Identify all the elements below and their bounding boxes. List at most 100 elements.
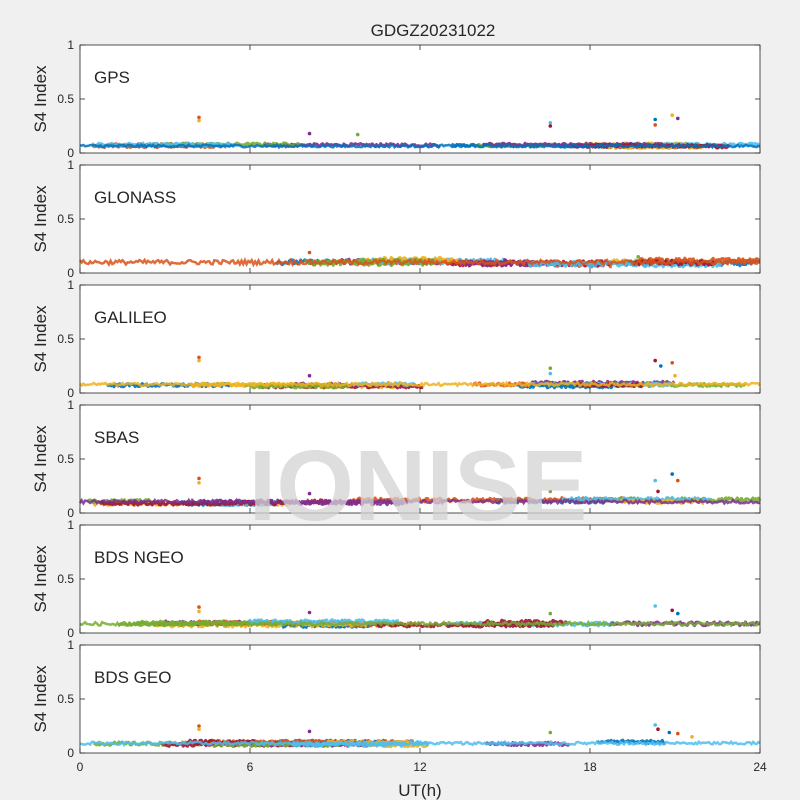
y-tick-label: 0 [67,626,74,640]
spike-point [197,476,201,481]
spike-point [653,117,657,122]
spike-point [548,730,553,735]
spike-point [676,731,680,736]
panel-label: GLONASS [94,188,176,207]
series-band [79,739,761,748]
y-tick-label: 0 [67,746,74,760]
panel-galileo: 0 0.5 1 GALILEO S4 Index [31,278,762,400]
y-tick-label: 1 [67,278,74,292]
y-tick-label: 1 [67,638,74,652]
x-tick-label: 0 [77,760,84,774]
spike-point [656,727,660,731]
axes-background [80,45,760,153]
x-tick-label: 18 [583,760,597,774]
series-band [78,257,761,268]
spike-point [307,131,312,136]
y-axis-label: S4 Index [31,425,50,493]
spike-point [670,472,674,476]
y-tick-label: 0.5 [57,332,74,346]
spike-point [548,611,553,616]
panel-label: GPS [94,68,130,87]
spike-point [653,723,657,727]
spike-point [548,121,553,125]
y-axis-label: S4 Index [31,185,50,253]
y-tick-label: 1 [67,518,74,532]
axes-background [80,405,760,513]
y-tick-label: 0 [67,506,74,520]
y-tick-label: 0.5 [57,92,74,106]
x-tick-label: 24 [753,760,767,774]
y-axis-label: S4 Index [31,65,50,133]
spike-point [197,609,201,614]
spike-point [653,604,657,608]
spike-point [307,491,312,496]
y-axis-label: S4 Index [31,665,50,733]
x-tick-label: 6 [247,760,254,774]
y-tick-label: 0 [67,266,74,280]
y-tick-label: 0.5 [57,212,74,226]
panel-label: GALILEO [94,308,167,327]
y-tick-label: 1 [67,158,74,172]
spike-point [307,610,312,615]
spike-point [197,355,201,360]
panel-label: BDS NGEO [94,548,184,567]
watermark: IONISE [249,430,588,542]
spike-point [636,254,640,259]
spike-point [676,116,680,121]
series-band [79,142,761,150]
series-band [79,619,760,629]
axes-background [80,285,760,393]
spike-point [676,478,680,483]
panel-gps: 0 0.5 1 GPS S4 Index [31,38,761,160]
spike-point [653,478,657,483]
y-tick-label: 0.5 [57,572,74,586]
spike-point [197,727,201,731]
spike-point [197,724,201,728]
x-axis-label: UT(h) [398,781,441,800]
spike-point [659,364,663,368]
spike-point [307,250,312,255]
spike-point [656,489,660,494]
y-tick-label: 0.5 [57,692,74,706]
y-axis-label: S4 Index [31,545,50,613]
spike-point [355,132,360,137]
spike-point [670,361,674,365]
spike-point [307,373,312,378]
spike-point [676,611,680,616]
y-tick-label: 1 [67,398,74,412]
x-tick-label: 12 [413,760,427,774]
y-axis-label: S4 Index [31,305,50,373]
spike-point [548,489,553,494]
panel-bds-ngeo: 0 0.5 1 BDS NGEO S4 Index [31,518,761,640]
spike-point [673,373,677,378]
panels: 0 0.5 1 GPS S4 Index 0 0.5 1 GLONASS S4 Index 0 0.5… [31,38,767,774]
spike-point [548,366,553,371]
spike-point [197,118,201,123]
spike-point [548,124,553,128]
spike-point [197,605,201,609]
spike-point [197,481,201,485]
y-tick-label: 0 [67,386,74,400]
y-tick-label: 1 [67,38,74,52]
spike-point [670,113,674,117]
figure-title: GDGZ20231022 [371,21,496,40]
spike-point [503,258,507,262]
y-tick-label: 0 [67,146,74,160]
series-band [78,497,761,506]
spike-point [197,358,201,363]
axes-background [80,165,760,273]
axes-background [80,645,760,753]
spike-point [670,608,674,613]
spike-point [653,123,657,127]
panel-glonass: 0 0.5 1 GLONASS S4 Index [31,158,761,280]
spike-point [197,115,201,120]
panel-label: SBAS [94,428,139,447]
spike-point [307,729,312,734]
axes-background [80,525,760,633]
panel-bds-geo: 0 0.5 1 0 6 12 18 24 BDS GEO S4 Index [31,638,767,774]
series-band [79,380,762,389]
spike-point [548,371,553,376]
spike-point [389,257,394,261]
spike-point [690,735,694,739]
